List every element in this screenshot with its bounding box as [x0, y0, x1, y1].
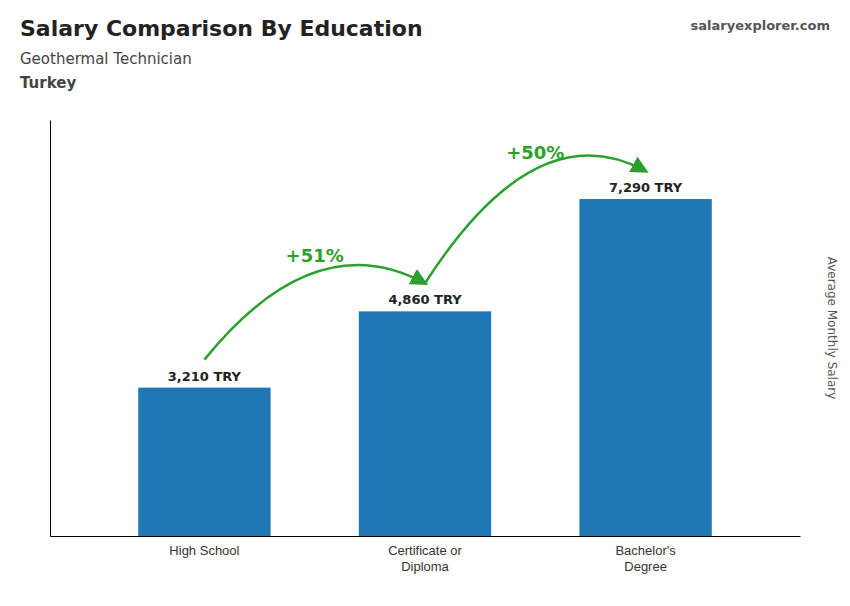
bar — [579, 199, 711, 536]
growth-label: +51% — [286, 245, 344, 266]
growth-arrow — [425, 156, 646, 284]
subtitle: Turkey — [20, 74, 76, 92]
data-label: 7,290 TRY — [609, 180, 683, 195]
x-tick-label: High School — [169, 543, 239, 558]
bars — [138, 199, 712, 536]
chart: Salary Comparison By Education Geothermal… — [0, 0, 850, 606]
bar — [359, 311, 491, 536]
data-label: 3,210 TRY — [168, 369, 242, 384]
source-note: salaryexplorer.com — [691, 18, 830, 33]
x-axis-line — [51, 536, 801, 537]
x-tick: High School — [169, 543, 239, 558]
growth-arrows: +51% +50% — [204, 142, 645, 360]
growth-label: +50% — [506, 142, 564, 163]
x-tick: Certificate orDiploma — [388, 543, 462, 574]
title: Salary Comparison By Education — [20, 16, 423, 41]
data-label: 4,860 TRY — [388, 292, 462, 307]
plot-area: High School Certificate orDiploma Bachelor… — [51, 121, 801, 574]
x-axis: High School Certificate orDiploma Bachelor… — [51, 537, 801, 574]
y-axis-title: Average Monthly Salary — [825, 257, 839, 400]
y-axis-line — [50, 121, 51, 537]
x-tick-label: Certificate orDiploma — [388, 543, 462, 574]
bar — [138, 388, 270, 536]
y-axis — [50, 121, 51, 537]
x-tick: Bachelor'sDegree — [615, 543, 676, 574]
growth-arrow — [204, 265, 425, 360]
subtitle: Geothermal Technician — [20, 50, 192, 68]
x-tick-label: Bachelor'sDegree — [615, 543, 676, 574]
